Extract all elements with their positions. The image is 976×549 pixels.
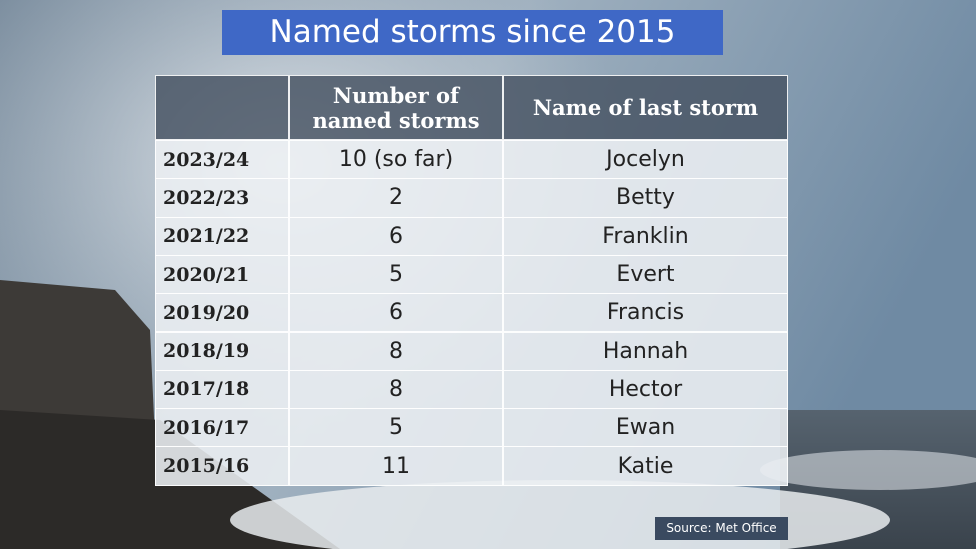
header-cell: Number of named storms: [289, 75, 503, 140]
data-cell: 11: [289, 446, 503, 486]
header-cell: Name of last storm: [503, 75, 788, 140]
data-cell: Evert: [503, 254, 788, 295]
data-cell: Hector: [503, 369, 788, 410]
data-cell: Franklin: [503, 216, 788, 256]
data-cell: 5: [289, 254, 503, 295]
season-cell: 2021/22: [155, 216, 289, 256]
season-cell: 2019/20: [155, 293, 289, 333]
data-cell: Betty: [503, 178, 788, 218]
table: Number of named storms Name of last storm…: [155, 75, 788, 486]
header-cell: [155, 75, 289, 140]
data-cell: 2: [289, 178, 503, 218]
season-cell: 2015/16: [155, 446, 289, 486]
data-cell: Hannah: [503, 331, 788, 371]
season-cell: 2018/19: [155, 331, 289, 371]
title: Named storms since 2015: [222, 10, 723, 55]
season-cell: 2016/17: [155, 408, 289, 448]
data-cell: Francis: [503, 293, 788, 333]
data-cell: 8: [289, 369, 503, 410]
data-cell: 8: [289, 331, 503, 371]
data-cell: Ewan: [503, 408, 788, 448]
data-cell: Jocelyn: [503, 140, 788, 180]
season-cell: 2017/18: [155, 369, 289, 410]
data-cell: 5: [289, 408, 503, 448]
data-cell: Katie: [503, 446, 788, 486]
season-cell: 2020/21: [155, 254, 289, 295]
season-cell: 2023/24: [155, 140, 289, 180]
data-cell: 6: [289, 216, 503, 256]
season-cell: 2022/23: [155, 178, 289, 218]
source: Source: Met Office: [655, 517, 788, 540]
data-cell: 6: [289, 293, 503, 333]
data-cell: 10 (so far): [289, 140, 503, 180]
